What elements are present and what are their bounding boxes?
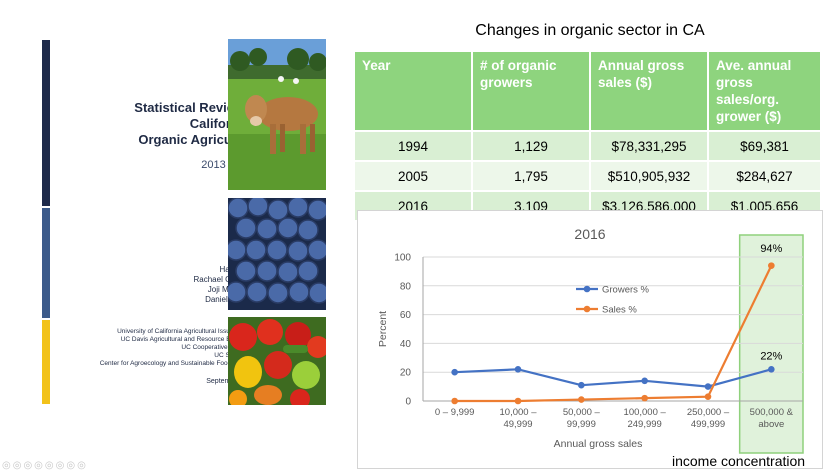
x-tick-label: 10,000 –	[500, 407, 538, 418]
y-tick-label: 100	[394, 253, 411, 264]
cover-accent-bar-navy	[42, 40, 50, 206]
x-tick-label: 249,999	[627, 419, 661, 430]
legend-marker	[583, 305, 591, 313]
data-label: 94%	[760, 243, 782, 255]
data-point	[514, 397, 522, 405]
table-cell: $69,381	[708, 130, 822, 161]
data-point	[641, 394, 648, 402]
table-cell: 2005	[355, 160, 473, 191]
table-cell: $284,627	[708, 160, 822, 191]
chart-canvas: 2016 0 20 40 60 80 100 0 – 9,999 10,000 –49,999 5…	[377, 226, 804, 454]
player-controls-icons: ◎◎◎◎◎◎◎◎	[2, 460, 88, 471]
x-tick-label: 250,000 –	[687, 407, 730, 418]
table-row: 2005 1,795 $510,905,932 $284,627	[355, 160, 822, 191]
series-line	[454, 368, 772, 388]
table-cell: $78,331,295	[590, 130, 709, 161]
column-header-year: Year	[355, 52, 473, 131]
table-header-row: Year # of organic growers Annual gross s…	[355, 52, 822, 131]
report-cover: Statistical Review of California's Organ…	[38, 38, 328, 406]
data-point	[451, 368, 458, 376]
data-label: 22%	[760, 350, 782, 362]
x-axis-label: Annual gross sales	[554, 438, 643, 450]
slide-title: Changes in organic sector in CA	[475, 22, 705, 39]
chart-caption: income concentration	[672, 453, 806, 469]
data-point	[768, 262, 775, 269]
table-cell: 1994	[355, 130, 473, 161]
y-axis-label: Percent	[377, 311, 389, 347]
organization-name: Center for Agroecology and Sustainable F…	[99, 360, 258, 367]
x-tick-label: 50,000 –	[563, 407, 601, 418]
data-point	[704, 393, 712, 400]
table-cell: $510,905,932	[590, 160, 709, 191]
x-tick-label: 49,999	[503, 419, 532, 430]
chart-title: 2016	[574, 226, 605, 242]
y-tick-label: 60	[400, 310, 412, 321]
legend-label: Sales %	[602, 305, 637, 316]
series-line	[454, 265, 773, 403]
y-tick-label: 80	[400, 281, 412, 292]
table-cell: 1,129	[472, 130, 591, 161]
data-point	[514, 366, 522, 373]
organization-name: UC Davis Agricultural and Resource Econo…	[120, 336, 258, 343]
organization-name: UC Cooperative Extension	[181, 344, 258, 351]
data-point	[641, 377, 648, 385]
x-tick-label: 499,999	[691, 419, 725, 430]
organization-name: University of California Agricultural Is…	[117, 328, 258, 335]
y-tick-label: 40	[400, 339, 412, 350]
data-point	[768, 366, 775, 373]
legend-marker	[583, 285, 591, 293]
data-point	[578, 396, 585, 403]
y-tick-label: 20	[400, 368, 412, 379]
x-tick-label: 99,999	[567, 419, 596, 430]
cover-accent-bar-blue	[42, 208, 50, 318]
x-tick-label: 500,000 &	[750, 407, 794, 418]
data-point	[578, 381, 585, 389]
data-point	[704, 383, 712, 390]
line-chart: 2016 0 20 40 60 80 100 0 – 9,999 10,000 –49,999 5…	[357, 210, 823, 469]
blueberries-photo	[228, 198, 326, 310]
x-tick-label: 0 – 9,999	[435, 407, 475, 418]
author-name: Rachael Goodhue	[193, 275, 259, 284]
column-header-sales: Annual gross sales ($)	[590, 52, 709, 131]
column-header-growers: # of organic growers	[472, 52, 591, 131]
vegetables-photo	[228, 317, 326, 405]
x-tick-label: 100,000 –	[624, 407, 667, 418]
table-row: 1994 1,129 $78,331,295 $69,381	[355, 130, 822, 161]
table-cell: 1,795	[472, 160, 591, 191]
organic-sector-table: Year # of organic growers Annual gross s…	[355, 52, 822, 220]
data-point	[451, 397, 458, 405]
x-tick-label: above	[758, 419, 784, 430]
column-header-average-sales: Ave. annual gross sales/org. grower ($)	[708, 52, 822, 131]
legend-label: Growers %	[602, 285, 650, 296]
cow-photo	[228, 39, 326, 190]
y-tick-label: 0	[405, 397, 411, 408]
highlight-box	[738, 234, 804, 454]
cover-accent-bar-yellow	[42, 320, 50, 404]
